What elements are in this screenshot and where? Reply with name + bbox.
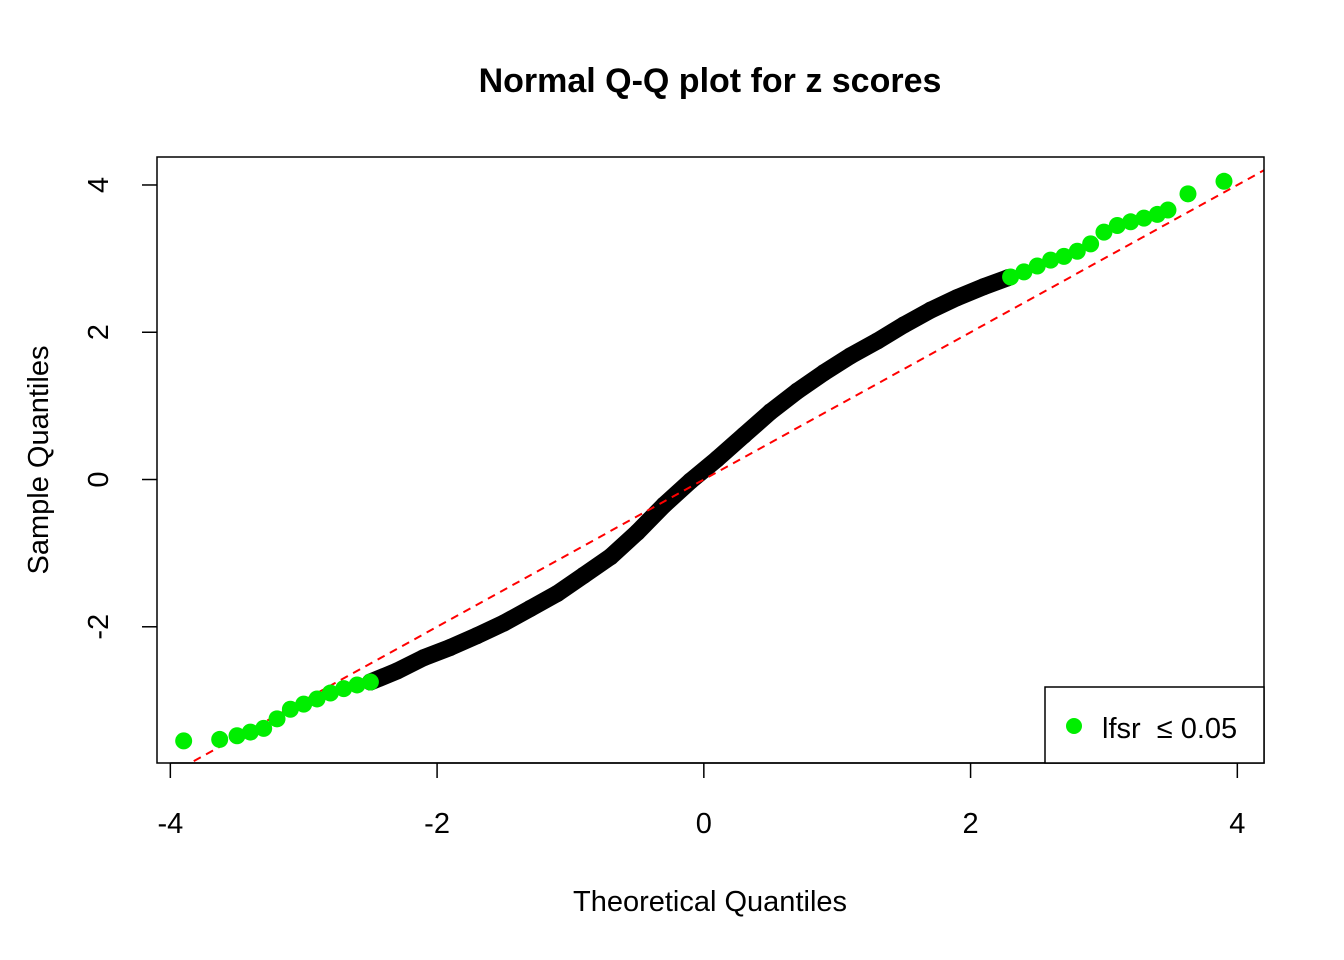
data-point [495,614,513,632]
data-point [948,289,966,307]
y-axis-label: Sample Quantiles [23,346,55,575]
x-axis-label: Theoretical Quantiles [573,886,847,918]
significant-point [295,695,313,713]
significant-point [1215,172,1233,190]
significant-point [1095,223,1113,241]
x-tick-label: 2 [963,808,979,840]
significant-point [241,723,259,741]
significant-point [1179,185,1197,203]
significant-point [255,719,273,737]
data-point [441,638,459,656]
significant-point [1002,268,1020,286]
data-point [975,278,993,296]
data-point [601,548,619,566]
significant-point [1108,216,1126,234]
significant-point [228,727,246,745]
y-axis: -2 0 2 4 [83,177,157,640]
data-point [628,524,646,542]
significant-point [1122,213,1140,231]
data-point [681,472,699,490]
significant-point [308,690,326,708]
data-point [788,382,806,400]
significant-point [321,684,339,702]
reference-line [188,169,1264,763]
x-axis: -4 -2 0 2 4 [157,762,1245,840]
data-point [575,566,593,584]
significant-point [335,680,353,698]
legend-marker [1066,718,1082,734]
data-point [762,403,780,421]
data-point [735,426,753,444]
legend: lfsr ≤ 0.05 [1044,686,1265,764]
data-point [655,496,673,514]
y-tick-label: 4 [83,177,115,193]
x-tick-label: -4 [157,808,183,840]
significant-point [1135,209,1153,227]
y-tick-label: 2 [83,324,115,340]
significant-point [211,730,229,748]
significant-point [1042,251,1060,269]
data-point [868,332,886,350]
plot-area [175,169,1264,763]
x-tick-label: -2 [424,808,450,840]
significant-point [1055,247,1073,265]
significant-point [348,676,366,694]
data-point [415,649,433,667]
data-point [842,347,860,365]
significant-point [1082,235,1100,253]
significant-point [1028,257,1046,275]
data-point [521,599,539,617]
data-point [708,450,726,468]
data-point [815,364,833,382]
data-point [922,301,940,319]
significant-point [268,710,286,728]
data-point [468,627,486,645]
x-tick-label: 0 [696,808,712,840]
data-point [895,316,913,334]
significant-point [1068,242,1086,260]
y-tick-label: -2 [83,614,115,640]
significant-point [175,732,193,750]
chart-title: Normal Q-Q plot for z scores [479,62,942,100]
legend-label: lfsr ≤ 0.05 [1102,713,1237,745]
x-tick-label: 4 [1229,808,1245,840]
significant-point [281,700,299,718]
y-tick-label: 0 [83,471,115,487]
data-point [548,585,566,603]
data-point [388,662,406,680]
significant-point [361,673,379,691]
significant-point [1015,263,1033,281]
significant-point [1159,201,1177,219]
